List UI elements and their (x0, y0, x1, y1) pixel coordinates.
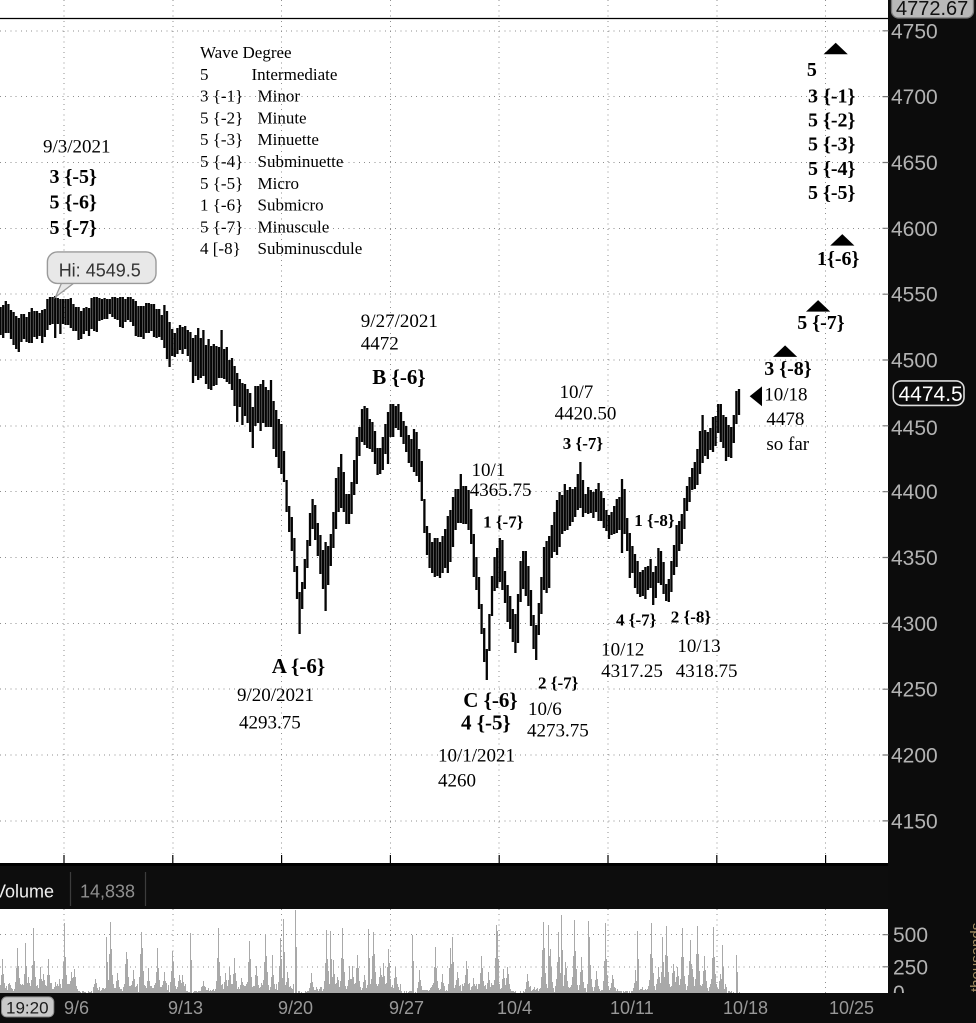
svg-text:4750: 4750 (891, 20, 938, 43)
svg-text:4500: 4500 (891, 350, 938, 373)
svg-text:10/18: 10/18 (723, 998, 768, 1018)
svg-text:5 {-4}: 5 {-4} (200, 152, 243, 171)
svg-text:4472: 4472 (361, 334, 399, 355)
svg-text:4318.75: 4318.75 (676, 661, 738, 682)
svg-text:4260: 4260 (438, 771, 476, 792)
svg-text:4450: 4450 (891, 417, 938, 440)
svg-text:4273.75: 4273.75 (527, 721, 589, 742)
svg-text:5 {-7}: 5 {-7} (200, 217, 243, 236)
svg-text:4700: 4700 (891, 86, 938, 109)
svg-text:4550: 4550 (891, 284, 938, 307)
svg-text:Submicro: Submicro (258, 196, 324, 215)
svg-text:4478: 4478 (766, 409, 804, 430)
svg-text:9/27/2021: 9/27/2021 (361, 311, 438, 332)
svg-text:4 {-7}: 4 {-7} (616, 611, 657, 630)
svg-text:thousands: thousands (968, 923, 976, 992)
svg-text:5 {-4}: 5 {-4} (808, 158, 856, 180)
svg-text:3 {-1}: 3 {-1} (200, 87, 243, 106)
svg-text:3 {-8}: 3 {-8} (764, 358, 812, 380)
svg-text:4150: 4150 (891, 810, 938, 833)
svg-text:Minuscule: Minuscule (258, 217, 330, 236)
svg-text:4474.5: 4474.5 (899, 383, 963, 406)
svg-text:so far: so far (766, 434, 809, 455)
svg-text:1 {-6}: 1 {-6} (200, 196, 243, 215)
svg-text:10/6: 10/6 (528, 699, 562, 720)
svg-text:10/25: 10/25 (829, 998, 874, 1018)
svg-text:4300: 4300 (891, 613, 938, 636)
svg-text:Minuette: Minuette (258, 130, 319, 149)
svg-text:B {-6}: B {-6} (372, 365, 425, 389)
svg-text:C {-6}: C {-6} (463, 688, 517, 712)
svg-text:10/12: 10/12 (601, 640, 644, 661)
svg-text:5: 5 (807, 59, 817, 81)
svg-text:5 {-6}: 5 {-6} (50, 192, 98, 214)
svg-text:5 {-2}: 5 {-2} (808, 110, 856, 132)
svg-text:Minute: Minute (258, 108, 307, 127)
svg-text:10/7: 10/7 (560, 382, 594, 403)
svg-text:Subminuscdule: Subminuscdule (258, 239, 363, 258)
svg-text:4 {-5}: 4 {-5} (461, 711, 511, 735)
svg-text:4400: 4400 (891, 481, 938, 504)
svg-text:5 {-3}: 5 {-3} (200, 130, 243, 149)
svg-text:1 {-8}: 1 {-8} (634, 511, 675, 530)
svg-text:3 {-5}: 3 {-5} (50, 166, 98, 188)
svg-text:2 {-8}: 2 {-8} (671, 608, 712, 627)
svg-text:5 {-7}: 5 {-7} (50, 217, 98, 239)
svg-text:Hi: 4549.5: Hi: 4549.5 (59, 261, 141, 281)
svg-text:Intermediate: Intermediate (252, 65, 338, 84)
svg-text:A {-6}: A {-6} (272, 654, 325, 678)
svg-text:4420.50: 4420.50 (555, 404, 617, 425)
svg-text:4772.67: 4772.67 (896, 0, 968, 20)
svg-text:1 {-7}: 1 {-7} (483, 513, 524, 532)
svg-text:Wave Degree: Wave Degree (200, 43, 292, 62)
svg-text:1{-6}: 1{-6} (817, 248, 860, 270)
svg-text:9/6: 9/6 (64, 998, 89, 1018)
svg-text:4200: 4200 (891, 745, 938, 768)
svg-text:2 {-7}: 2 {-7} (538, 674, 579, 693)
svg-text:4650: 4650 (891, 152, 938, 175)
svg-text:10/4: 10/4 (497, 998, 532, 1018)
svg-text:9/20/2021: 9/20/2021 (237, 685, 314, 706)
svg-text:9/13: 9/13 (168, 998, 203, 1018)
svg-text:10/18: 10/18 (764, 385, 807, 406)
svg-text:4293.75: 4293.75 (239, 713, 301, 734)
svg-text:5 {-7}: 5 {-7} (797, 312, 845, 334)
svg-text:9/3/2021: 9/3/2021 (43, 137, 111, 158)
svg-text:Micro: Micro (258, 174, 300, 193)
svg-text:Minor: Minor (258, 87, 301, 106)
svg-text:3 {-1}: 3 {-1} (808, 86, 856, 108)
svg-text:4317.25: 4317.25 (601, 661, 663, 682)
svg-text:5: 5 (200, 65, 209, 84)
svg-text:10/1: 10/1 (472, 460, 506, 481)
svg-text:4 [-8}: 4 [-8} (200, 239, 241, 258)
svg-text:4365.75: 4365.75 (470, 480, 532, 501)
svg-text:19:20: 19:20 (6, 999, 49, 1018)
svg-text:5 {-3}: 5 {-3} (808, 134, 856, 156)
svg-text:250: 250 (893, 957, 928, 980)
svg-text:Subminuette: Subminuette (258, 152, 344, 171)
svg-text:5 {-2}: 5 {-2} (200, 108, 243, 127)
svg-text:4350: 4350 (891, 547, 938, 570)
svg-text:9/20: 9/20 (278, 998, 313, 1018)
svg-text:4600: 4600 (891, 218, 938, 241)
svg-text:3 {-7}: 3 {-7} (563, 434, 604, 453)
svg-text:500: 500 (893, 924, 928, 947)
svg-text:4250: 4250 (891, 679, 938, 702)
svg-text:Volume: Volume (0, 882, 54, 902)
svg-text:5 {-5}: 5 {-5} (808, 182, 856, 204)
svg-text:14,838: 14,838 (80, 882, 135, 902)
svg-text:5 {-5}: 5 {-5} (200, 174, 243, 193)
svg-text:10/11: 10/11 (610, 998, 654, 1018)
svg-text:9/27: 9/27 (389, 998, 424, 1018)
svg-text:10/1/2021: 10/1/2021 (438, 746, 515, 767)
svg-text:10/13: 10/13 (677, 636, 720, 657)
